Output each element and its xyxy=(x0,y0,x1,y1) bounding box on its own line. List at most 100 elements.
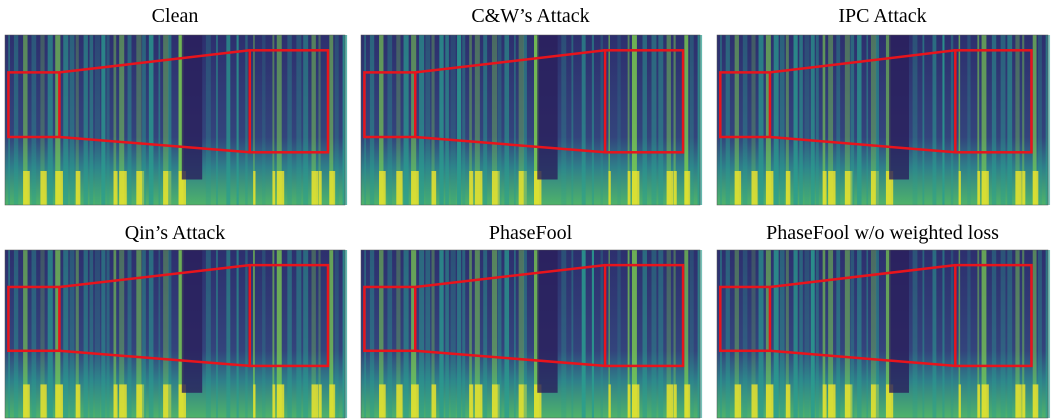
spectrogram xyxy=(4,249,348,419)
stripe xyxy=(981,250,987,418)
stripe-low xyxy=(311,384,319,418)
stripe-low xyxy=(40,384,47,418)
stripe xyxy=(439,35,444,205)
stripe xyxy=(810,250,815,418)
stripe-low xyxy=(1022,171,1026,205)
stripe xyxy=(491,35,498,205)
stripe xyxy=(922,250,925,418)
stripe xyxy=(742,250,748,418)
stripe xyxy=(419,250,425,418)
stripe-low xyxy=(253,171,256,205)
stripe xyxy=(1032,250,1037,418)
stripe xyxy=(369,250,375,418)
stripe-low xyxy=(684,384,691,418)
stripe-low xyxy=(673,171,677,205)
panel-title: PhaseFool w/o weighted loss xyxy=(766,222,999,244)
stripe xyxy=(1000,250,1006,418)
stripe xyxy=(1015,35,1020,205)
stripe xyxy=(303,35,309,205)
stripe-low xyxy=(396,171,403,205)
stripe xyxy=(666,250,671,418)
spectrogram xyxy=(716,249,1051,419)
stripe-low xyxy=(608,171,611,205)
stripe xyxy=(369,35,375,205)
silence xyxy=(889,250,909,393)
stripe xyxy=(148,35,154,205)
stripe xyxy=(127,250,132,418)
stripe-low xyxy=(55,384,63,418)
stripe xyxy=(600,35,603,205)
stripe-low xyxy=(627,384,631,418)
stripe xyxy=(1022,250,1025,418)
stripe-low xyxy=(491,171,500,205)
stripe-low xyxy=(379,384,386,418)
zoom-connector xyxy=(59,49,250,74)
stripe-low xyxy=(55,171,63,205)
stripe xyxy=(561,250,567,418)
stripe xyxy=(106,35,110,205)
spectrogram xyxy=(716,34,1051,206)
stripe xyxy=(875,35,879,205)
stripe-low xyxy=(885,171,894,205)
stripe xyxy=(631,35,637,205)
stripe-low xyxy=(474,171,483,205)
stripe xyxy=(387,35,393,205)
stripe-low xyxy=(977,384,981,418)
spectrogram xyxy=(360,249,703,419)
stripe xyxy=(303,250,309,418)
stripe xyxy=(608,250,611,418)
silence xyxy=(181,250,203,393)
stripe-low xyxy=(23,171,30,205)
stripe xyxy=(534,250,539,418)
zoom-connector xyxy=(769,349,956,368)
stripe-low xyxy=(785,171,791,205)
stripe-low xyxy=(431,384,437,418)
stripe xyxy=(844,35,850,205)
silence xyxy=(889,35,909,180)
stripe xyxy=(870,35,877,205)
zoom-connector xyxy=(59,349,250,368)
stripe-low xyxy=(958,384,961,418)
stripe-low xyxy=(136,384,145,418)
frame xyxy=(360,34,701,206)
stripe xyxy=(571,35,574,205)
stripe xyxy=(318,250,321,418)
silence xyxy=(181,35,203,180)
stripe-low xyxy=(518,171,527,205)
stripe xyxy=(734,250,739,418)
zoom-connector xyxy=(769,135,956,154)
stripe-low xyxy=(734,171,742,205)
stripe xyxy=(673,35,676,205)
stripe xyxy=(779,250,785,418)
stripe xyxy=(158,250,161,418)
stripe-low xyxy=(534,384,542,418)
stripe xyxy=(491,250,498,418)
stripe-low xyxy=(379,171,386,205)
stripe xyxy=(276,250,282,418)
stripe xyxy=(942,35,945,205)
stripe-low xyxy=(163,171,172,205)
stripe-low xyxy=(136,171,145,205)
stripe xyxy=(411,250,417,418)
stripe xyxy=(785,35,789,205)
stripe-low xyxy=(272,171,276,205)
stripe xyxy=(431,35,435,205)
stripe xyxy=(866,35,869,205)
stripe-low xyxy=(113,384,118,418)
stripe-low xyxy=(1032,384,1039,418)
frame xyxy=(360,249,701,419)
stripe-low xyxy=(119,171,127,205)
stripe xyxy=(253,35,255,205)
stripe xyxy=(457,250,462,418)
stripe xyxy=(1007,250,1013,418)
stripe xyxy=(142,250,146,418)
stripe xyxy=(758,35,764,205)
zoom-connector xyxy=(415,349,606,368)
stripe xyxy=(810,35,815,205)
zoom-target xyxy=(603,263,685,368)
stripe xyxy=(226,35,231,205)
stripe xyxy=(850,250,855,418)
stripe xyxy=(457,35,462,205)
stripe xyxy=(236,250,239,418)
stripe-low xyxy=(822,171,827,205)
